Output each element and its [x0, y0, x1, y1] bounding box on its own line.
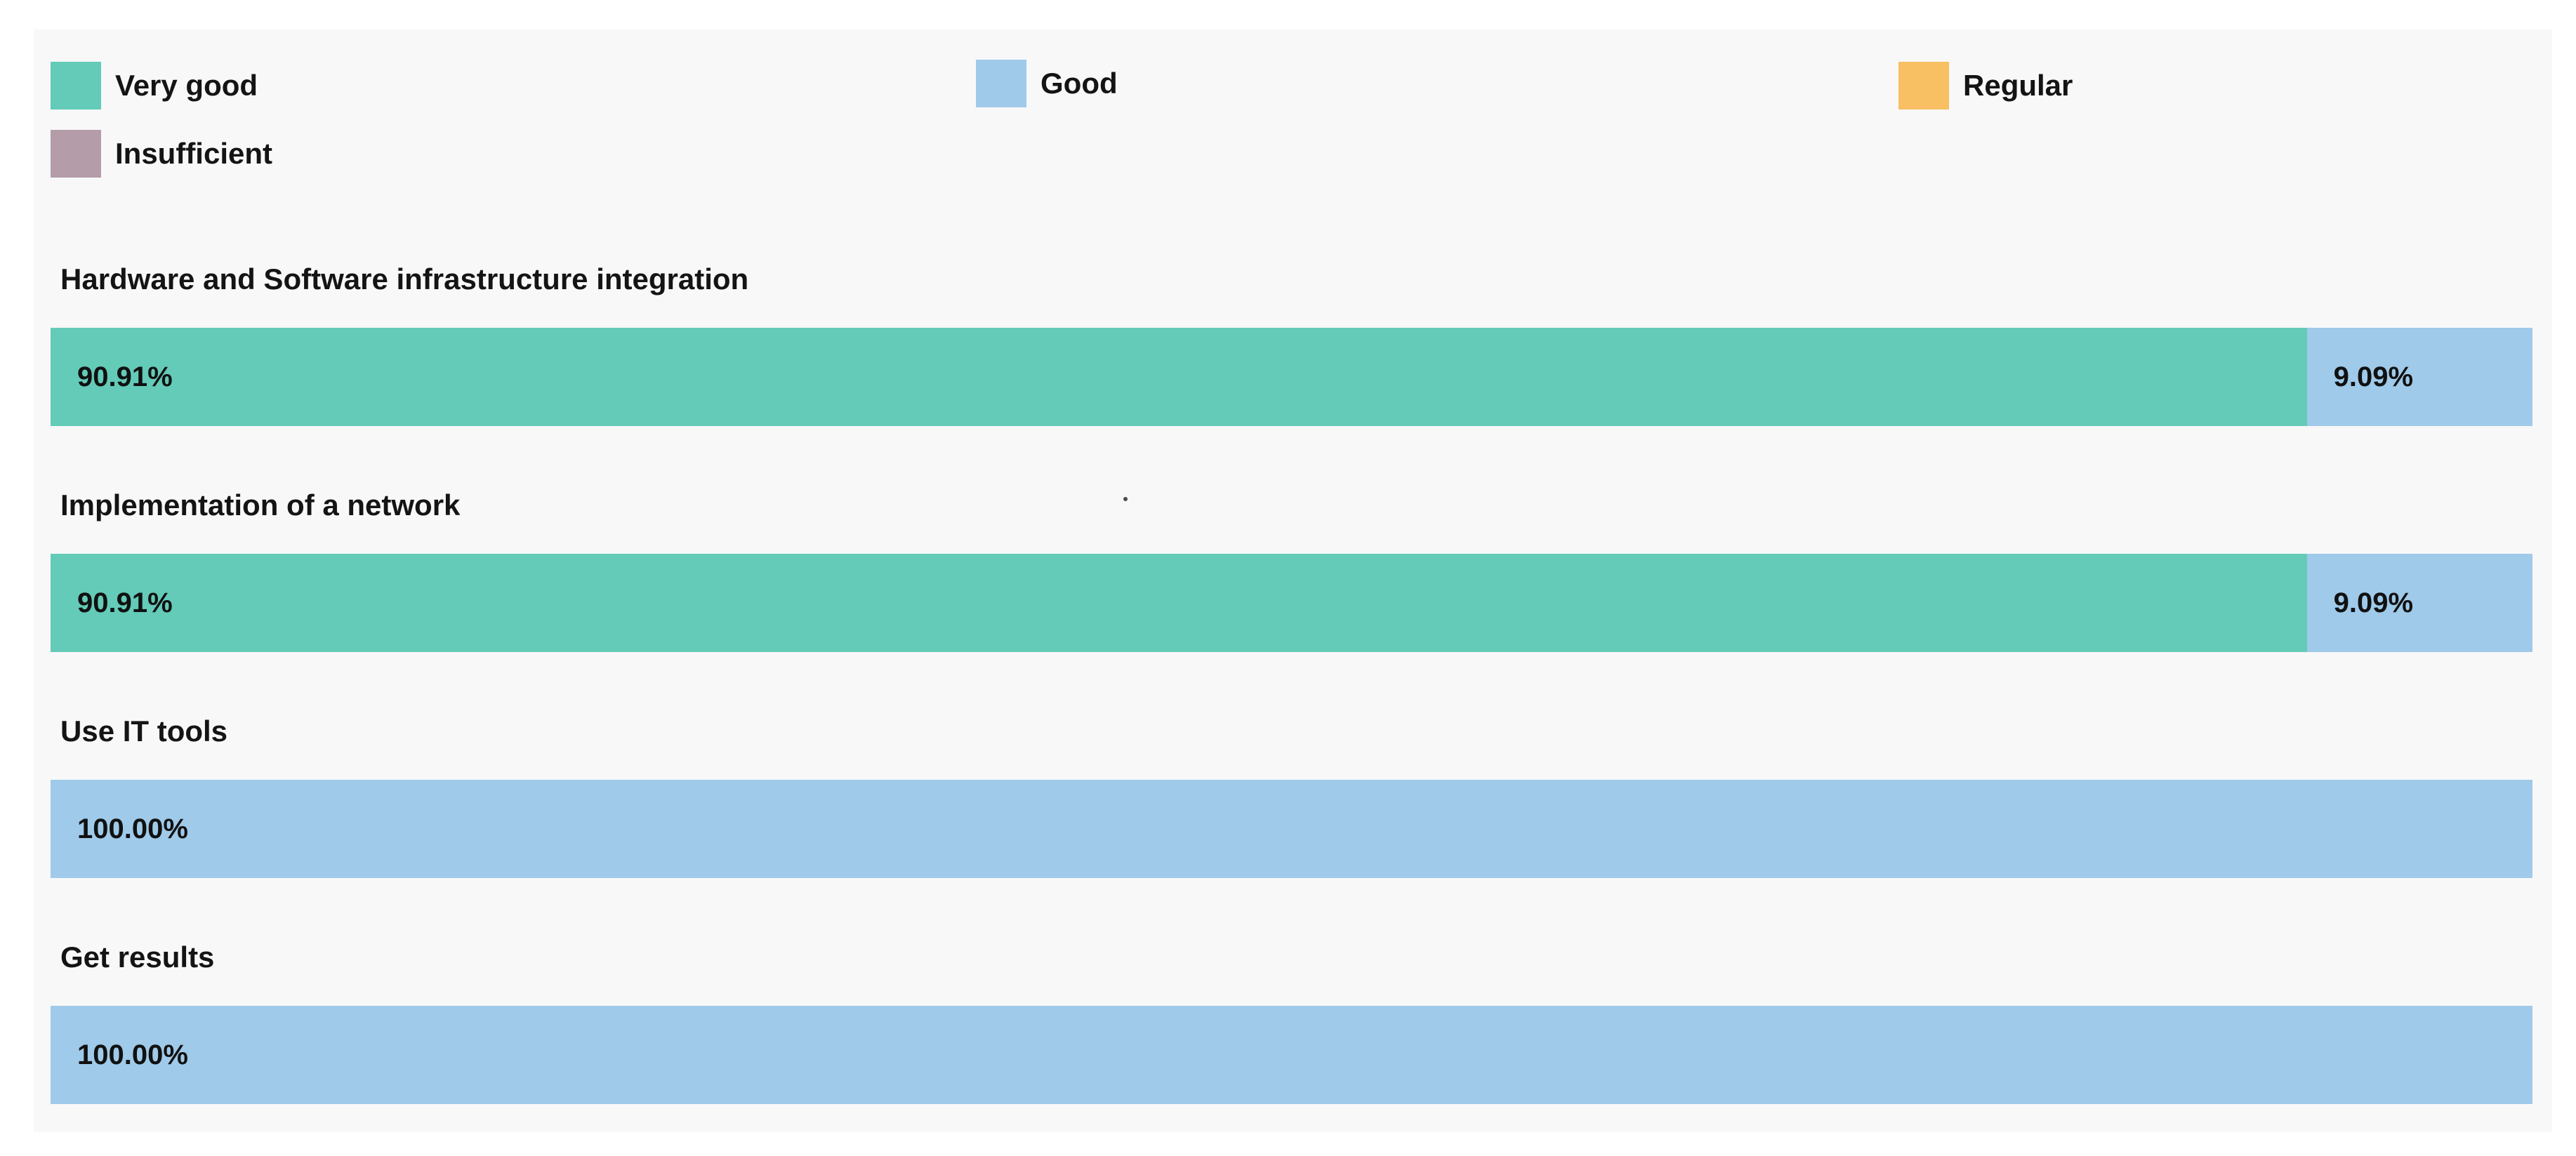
- legend-item-regular[interactable]: Regular: [1898, 62, 2073, 109]
- segment-value-label: 90.91%: [77, 361, 173, 392]
- stacked-bar-use-it-tools: 100.00%: [51, 780, 2532, 878]
- chart-row-get-results: Get results 100.00%: [34, 938, 2552, 1104]
- segment-value-label: 100.00%: [77, 813, 188, 844]
- category-title: Implementation of a network: [60, 489, 461, 521]
- segment-value-label: 100.00%: [77, 1039, 188, 1070]
- legend-swatch-regular: [1898, 62, 1949, 109]
- legend-item-good[interactable]: Good: [976, 60, 1118, 107]
- segment-value-label: 90.91%: [77, 587, 173, 618]
- legend-swatch-very-good: [51, 62, 101, 109]
- chart-panel: Very good Good Regular Insufficient Hardwar…: [34, 29, 2552, 1132]
- bar-segment-good[interactable]: 9.09%: [2306, 328, 2532, 426]
- stray-dot-artifact: [1123, 497, 1128, 501]
- category-title: Hardware and Software infrastructure int…: [60, 263, 749, 295]
- bar-segment-good[interactable]: 100.00%: [51, 1006, 2532, 1104]
- segment-value-label: 9.09%: [2333, 587, 2414, 618]
- category-title: Use IT tools: [60, 715, 228, 748]
- chart-row-implementation-of-a-network: Implementation of a network 90.91% 9.09%: [34, 486, 2552, 652]
- legend-label-good: Good: [1041, 67, 1118, 100]
- stacked-bar-get-results: 100.00%: [51, 1006, 2532, 1104]
- legend-swatch-good: [976, 60, 1026, 107]
- chart-rows: Hardware and Software infrastructure int…: [34, 29, 2552, 1132]
- bar-segment-very-good[interactable]: 90.91%: [51, 554, 2307, 652]
- segment-value-label: 9.09%: [2333, 361, 2414, 392]
- bar-segment-very-good[interactable]: 90.91%: [51, 328, 2307, 426]
- chart-row-hardware-and-software-infrastructure-integration: Hardware and Software infrastructure int…: [34, 260, 2552, 426]
- legend-label-regular: Regular: [1963, 69, 2073, 102]
- legend-label-insufficient: Insufficient: [115, 137, 273, 170]
- legend-label-very-good: Very good: [115, 69, 258, 102]
- legend-item-very-good[interactable]: Very good: [51, 62, 258, 109]
- legend-item-insufficient[interactable]: Insufficient: [51, 130, 272, 178]
- stacked-bar-implementation-of-a-network: 90.91% 9.09%: [51, 554, 2532, 652]
- legend-swatch-insufficient: [51, 130, 101, 178]
- chart-row-use-it-tools: Use IT tools 100.00%: [34, 712, 2552, 878]
- bar-segment-good[interactable]: 9.09%: [2306, 554, 2532, 652]
- bar-segment-good[interactable]: 100.00%: [51, 780, 2532, 878]
- stacked-bar-hardware-and-software-infrastructure-integration: 90.91% 9.09%: [51, 328, 2532, 426]
- chart-legend: Very good Good Regular Insufficient: [34, 29, 2552, 1132]
- category-title: Get results: [60, 941, 215, 974]
